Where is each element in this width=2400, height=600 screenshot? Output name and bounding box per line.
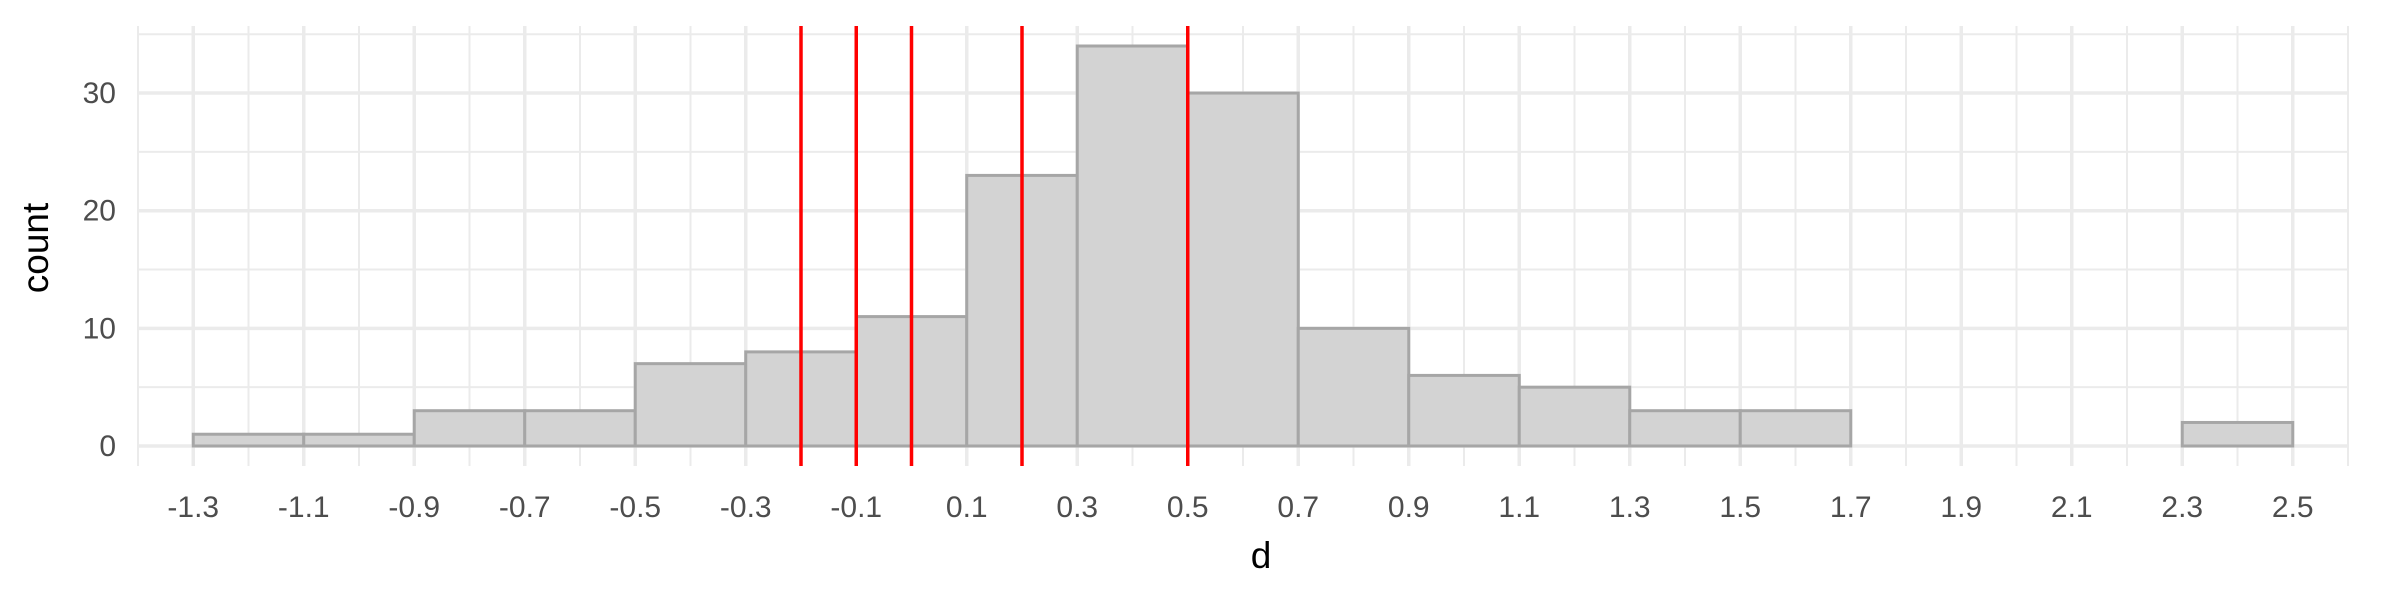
x-tick-label: -0.3 — [720, 491, 772, 524]
x-tick-label: 2.3 — [2161, 491, 2203, 524]
x-tick-label: 1.5 — [1719, 491, 1761, 524]
histogram-bar — [1075, 44, 1190, 448]
x-tick-label: 2.5 — [2272, 491, 2314, 524]
histogram-bar — [633, 362, 748, 448]
x-axis-title: d — [1251, 535, 1272, 576]
x-tick-labels: -1.3 -1.1 -0.9 -0.7 -0.5 -0.3 -0.1 0.1 0.3 0.5 0.7… — [167, 491, 2313, 524]
histogram-bar — [2180, 420, 2295, 448]
x-tick-label: -0.1 — [830, 491, 882, 524]
histogram-bar — [302, 432, 416, 448]
histogram-bar — [412, 409, 527, 448]
y-axis-title: count — [15, 202, 56, 293]
bars-layer — [191, 44, 2295, 448]
x-tick-label: -1.1 — [278, 491, 330, 524]
y-tick-label: 10 — [83, 312, 116, 345]
histogram-bar — [1407, 373, 1521, 448]
reference-lines-layer — [799, 26, 1190, 466]
y-tick-labels: 0 10 20 30 — [83, 77, 116, 463]
histogram-bar — [1186, 91, 1300, 448]
x-tick-label: -1.3 — [167, 491, 219, 524]
x-tick-label: -0.7 — [499, 491, 551, 524]
x-tick-label: 0.1 — [946, 491, 988, 524]
x-tick-label: 0.7 — [1277, 491, 1319, 524]
x-tick-label: 1.1 — [1498, 491, 1540, 524]
x-tick-label: 0.5 — [1167, 491, 1209, 524]
x-tick-label: 0.3 — [1056, 491, 1098, 524]
x-tick-label: -0.5 — [609, 491, 661, 524]
x-tick-label: -0.9 — [388, 491, 440, 524]
histogram-bar — [1738, 409, 1853, 448]
y-tick-label: 0 — [99, 430, 116, 463]
histogram-bar — [1296, 326, 1411, 448]
x-tick-label: 0.9 — [1388, 491, 1430, 524]
histogram-bar — [191, 432, 306, 448]
x-tick-label: 1.9 — [1940, 491, 1982, 524]
grid-layer — [137, 26, 2349, 466]
histogram-bar — [1517, 385, 1632, 448]
x-tick-label: 1.3 — [1609, 491, 1651, 524]
y-tick-label: 20 — [83, 195, 116, 228]
histogram-bar — [523, 409, 637, 448]
histogram-bar — [1628, 409, 1742, 448]
y-tick-label: 30 — [83, 77, 116, 110]
x-tick-label: 1.7 — [1830, 491, 1872, 524]
x-tick-label: 2.1 — [2051, 491, 2093, 524]
